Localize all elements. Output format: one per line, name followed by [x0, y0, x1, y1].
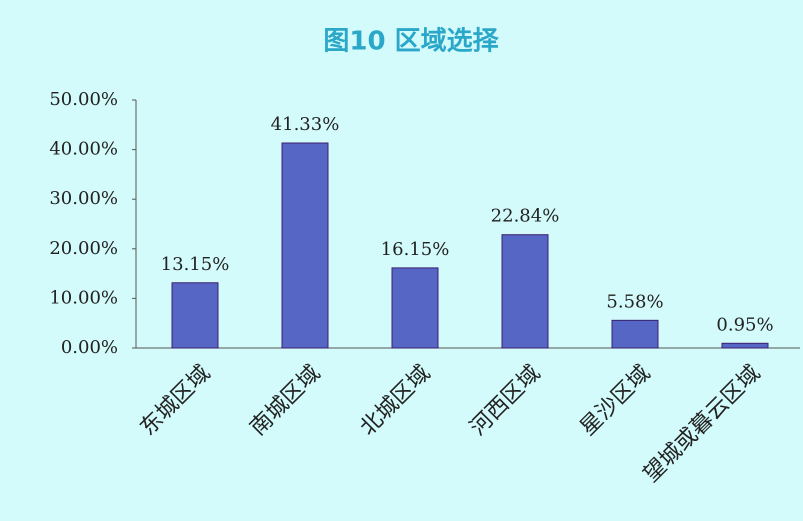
y-tick-label: 40.00% [49, 139, 118, 160]
y-tick-label: 50.00% [49, 89, 118, 110]
value-label: 16.15% [381, 239, 450, 260]
value-label: 41.33% [271, 114, 340, 135]
value-label: 5.58% [606, 291, 663, 312]
value-label: 0.95% [716, 314, 773, 335]
value-label: 22.84% [491, 206, 560, 227]
bar [611, 319, 659, 349]
bar [171, 282, 219, 349]
bar [391, 267, 439, 349]
y-tick-label: 0.00% [61, 337, 118, 358]
y-tick-label: 20.00% [49, 238, 118, 259]
value-label: 13.15% [161, 254, 230, 275]
y-tick-label: 30.00% [49, 188, 118, 209]
bar [501, 234, 549, 349]
chart-title: 图10 区域选择 [323, 27, 499, 57]
y-tick-label: 10.00% [49, 287, 118, 308]
bar [721, 342, 769, 349]
bar [281, 142, 329, 349]
